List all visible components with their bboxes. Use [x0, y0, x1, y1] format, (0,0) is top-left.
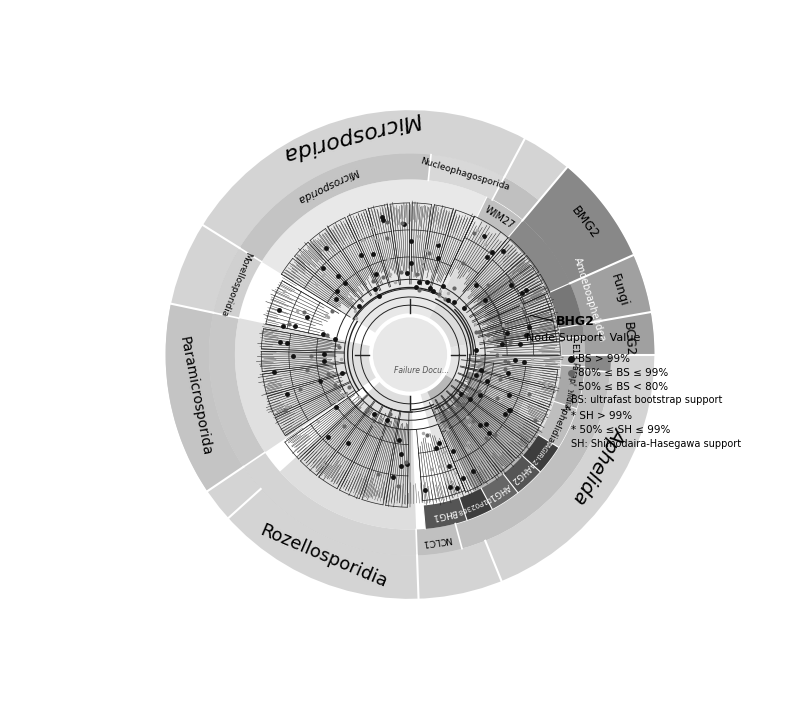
Polygon shape	[239, 154, 431, 262]
Text: NCLC1: NCLC1	[421, 534, 452, 548]
Text: Aphelidia: Aphelidia	[545, 402, 571, 444]
Polygon shape	[499, 364, 532, 416]
Polygon shape	[526, 242, 584, 338]
Text: BCG2: BCG2	[620, 322, 636, 357]
Polygon shape	[503, 456, 540, 493]
Polygon shape	[522, 435, 558, 472]
Polygon shape	[538, 402, 577, 447]
Polygon shape	[570, 255, 654, 355]
Polygon shape	[459, 489, 492, 520]
Text: Amoeboaphelidea: Amoeboaphelidea	[572, 256, 607, 343]
Text: Paraphelidia: Paraphelidia	[562, 362, 579, 410]
Polygon shape	[235, 318, 376, 452]
Polygon shape	[427, 375, 546, 497]
Text: TAGIRI-24: TAGIRI-24	[528, 437, 553, 468]
Text: Rozellosporidia: Rozellosporidia	[258, 522, 390, 592]
Text: AHG2: AHG2	[510, 463, 533, 485]
Text: Microsporida: Microsporida	[295, 166, 360, 205]
Polygon shape	[554, 365, 585, 409]
Text: BHG2: BHG2	[556, 315, 594, 328]
Polygon shape	[481, 474, 518, 509]
Text: Morellosporidia: Morellosporidia	[218, 251, 253, 318]
Polygon shape	[210, 154, 611, 555]
Polygon shape	[430, 200, 582, 347]
Polygon shape	[166, 304, 243, 491]
Text: D1P02368: D1P02368	[456, 495, 492, 515]
Text: * SH > 99%: * SH > 99%	[571, 411, 632, 420]
Polygon shape	[428, 154, 504, 200]
Polygon shape	[209, 312, 265, 467]
Circle shape	[374, 318, 446, 391]
Text: * 50% ≤ SH ≤ 99%: * 50% ≤ SH ≤ 99%	[571, 425, 670, 435]
Polygon shape	[262, 180, 492, 333]
Text: BHG1: BHG1	[430, 508, 458, 522]
Polygon shape	[421, 324, 585, 524]
Polygon shape	[561, 336, 585, 366]
Text: AHG1: AHG1	[486, 481, 511, 502]
Text: Nucleophagosporida: Nucleophagosporida	[419, 157, 510, 192]
Polygon shape	[166, 110, 654, 599]
Text: 50% ≤ BS < 80%: 50% ≤ BS < 80%	[578, 383, 668, 392]
Polygon shape	[214, 248, 262, 318]
Circle shape	[161, 105, 659, 604]
Text: Failure Docu...: Failure Docu...	[394, 366, 450, 376]
Text: BS: ultrafast bootstrap support: BS: ultrafast bootstrap support	[571, 395, 722, 405]
Text: 80% ≤ BS ≤ 99%: 80% ≤ BS ≤ 99%	[578, 369, 668, 378]
Polygon shape	[416, 524, 462, 555]
Polygon shape	[235, 180, 585, 529]
Text: Aphelida: Aphelida	[570, 423, 630, 506]
Text: WIM27: WIM27	[482, 204, 516, 231]
Text: Paramicrosporida: Paramicrosporida	[177, 336, 214, 457]
Text: Microsporida: Microsporida	[280, 108, 423, 165]
Text: BMG2: BMG2	[568, 204, 601, 241]
Polygon shape	[423, 498, 467, 529]
Circle shape	[235, 180, 585, 529]
Polygon shape	[522, 167, 634, 284]
Polygon shape	[477, 197, 522, 239]
Text: Fungi: Fungi	[608, 272, 630, 309]
Text: E13: E13	[569, 343, 578, 360]
Polygon shape	[280, 382, 416, 529]
Polygon shape	[544, 225, 611, 372]
Polygon shape	[507, 220, 570, 293]
Text: SH: Shimodaira-Hasegawa support: SH: Shimodaira-Hasegawa support	[571, 439, 741, 449]
Text: Node Support  Value: Node Support Value	[526, 333, 640, 343]
Polygon shape	[507, 220, 570, 293]
Polygon shape	[243, 452, 417, 555]
Text: BS > 99%: BS > 99%	[578, 355, 630, 364]
Polygon shape	[549, 284, 582, 329]
